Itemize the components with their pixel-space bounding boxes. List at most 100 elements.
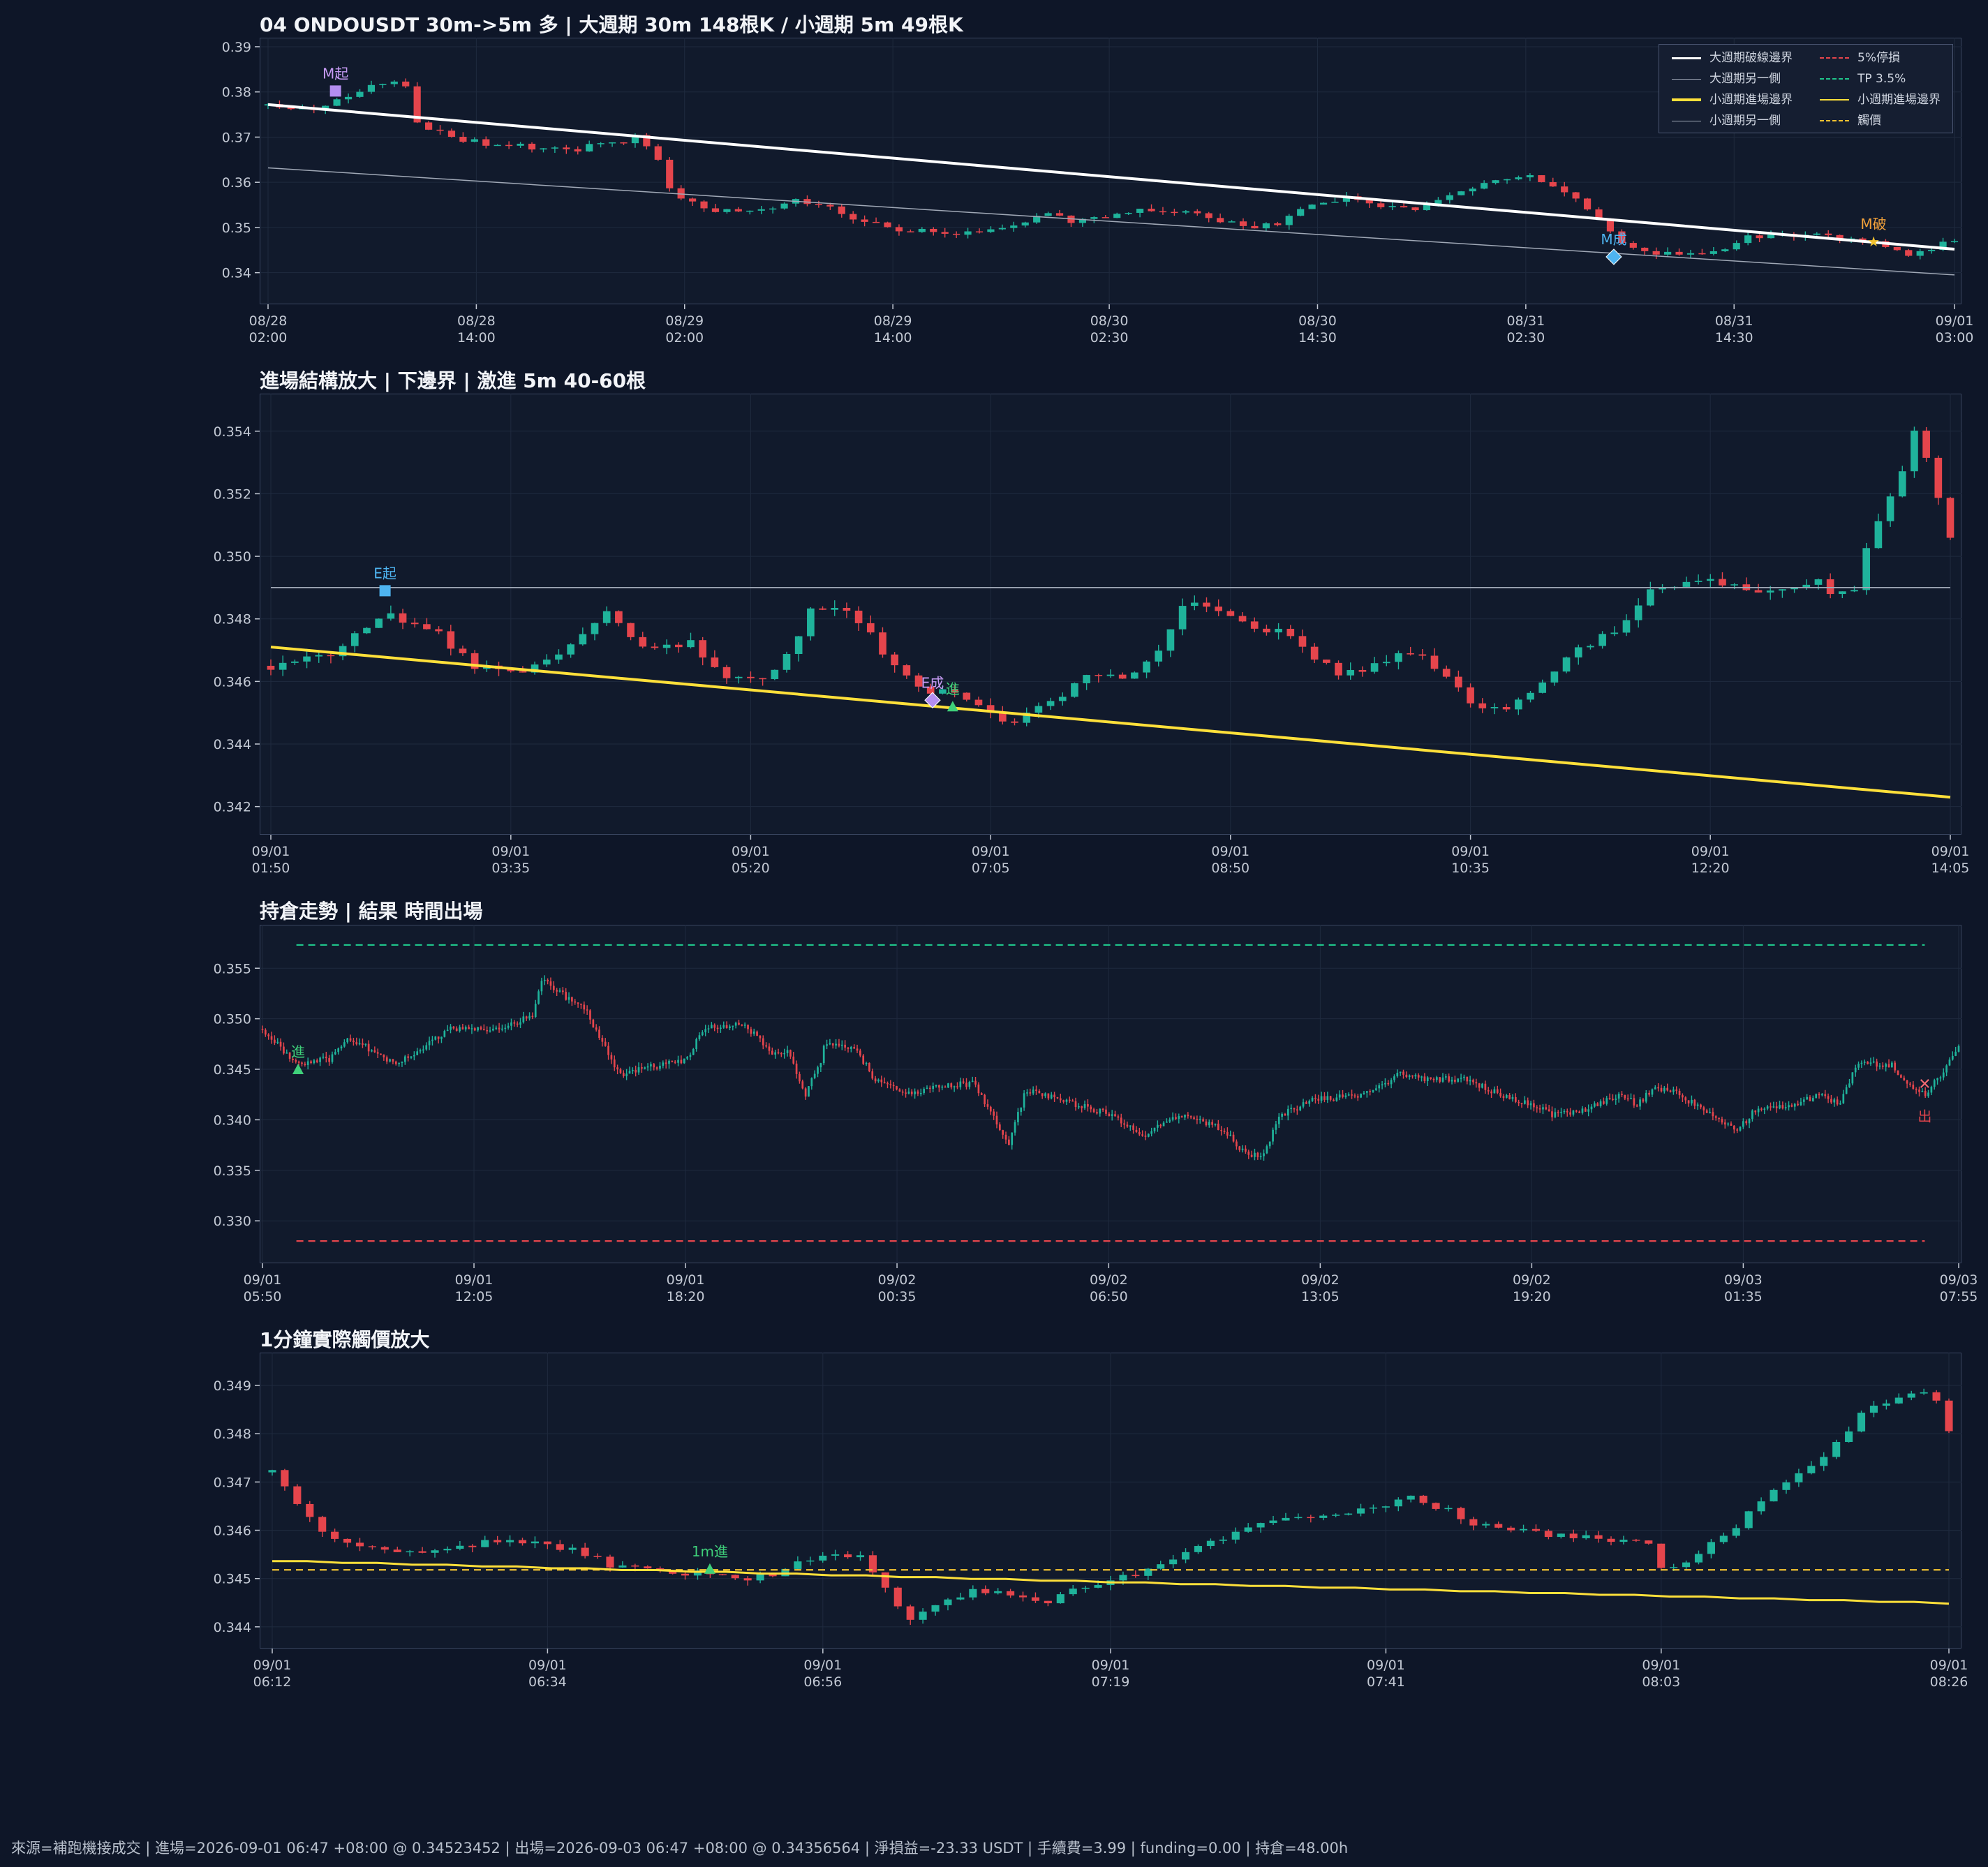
- candle-body: [1757, 1108, 1760, 1113]
- candle-body: [865, 1062, 868, 1064]
- candle-body: [565, 992, 568, 1000]
- candle-body: [528, 1016, 531, 1019]
- candle-body: [698, 1035, 701, 1039]
- candle-body: [401, 1062, 403, 1064]
- candle-body: [1581, 1108, 1584, 1113]
- candle-body: [574, 1001, 577, 1003]
- candle-body: [747, 1025, 749, 1029]
- candle-body: [947, 1083, 949, 1088]
- candle-body: [1370, 663, 1379, 672]
- candle-body: [1035, 1089, 1037, 1091]
- candle-body: [729, 1026, 731, 1028]
- candle-body: [964, 231, 972, 235]
- candle-body: [722, 667, 731, 678]
- candle-body: [1369, 1091, 1372, 1092]
- candle-body: [627, 623, 635, 637]
- candle-body: [666, 159, 674, 188]
- candle-body: [750, 1029, 752, 1034]
- candle-body: [935, 1085, 937, 1087]
- candle-body: [1250, 621, 1259, 629]
- candle-body: [1770, 1489, 1778, 1502]
- candle-body: [1550, 671, 1559, 683]
- candle-body: [681, 1573, 690, 1576]
- candle-body: [1101, 217, 1109, 218]
- candle-body: [1848, 1083, 1850, 1087]
- candle-body: [316, 1060, 318, 1062]
- candle-body: [1286, 1108, 1289, 1116]
- candle-body: [1008, 1139, 1010, 1145]
- candle-body: [892, 1085, 895, 1087]
- candle-body: [732, 1025, 734, 1027]
- candle-body: [819, 1555, 827, 1561]
- x-tick-label: 08/31 02:30: [1506, 313, 1545, 345]
- candle-body: [872, 221, 880, 223]
- candle-body: [1245, 1148, 1247, 1152]
- candle-body: [1296, 1109, 1298, 1110]
- candle-body: [931, 1605, 940, 1612]
- candle-body: [1365, 200, 1373, 204]
- candle-body: [410, 623, 419, 625]
- candle-body: [1527, 692, 1534, 700]
- x-tick-label: 09/01 03:35: [491, 844, 530, 876]
- candle-body: [540, 981, 543, 992]
- candle-body: [1706, 579, 1714, 581]
- candle-body: [1490, 1091, 1492, 1094]
- candles: [268, 1388, 1953, 1626]
- candle-body: [1344, 1513, 1353, 1515]
- annotation-marker: [292, 1064, 304, 1075]
- candle-body: [1807, 1466, 1816, 1473]
- candle-body: [689, 198, 697, 202]
- candle-body: [303, 656, 311, 662]
- candle-body: [1730, 1123, 1733, 1126]
- candle-body: [1744, 1511, 1753, 1528]
- candle-body: [759, 678, 766, 680]
- annotation-label: M成: [1601, 231, 1626, 248]
- candle-body: [1922, 430, 1930, 458]
- candle-body: [1907, 1393, 1915, 1398]
- candle-body: [285, 1052, 288, 1054]
- candle-body: [1169, 1120, 1171, 1122]
- candle-body: [1742, 1121, 1744, 1127]
- candle-body: [393, 1549, 401, 1552]
- candle-body: [974, 699, 983, 706]
- legend-entry: TP 3.5%: [1820, 71, 1906, 87]
- legend-label: 小週期另一側: [1709, 114, 1781, 128]
- candle-body: [907, 1091, 910, 1094]
- candle-body: [637, 1067, 640, 1073]
- candle-body: [683, 1058, 685, 1064]
- y-tick-label: 0.348: [214, 1427, 251, 1442]
- y-tick-label: 0.350: [214, 1012, 251, 1027]
- candle-body: [291, 661, 299, 663]
- candle-body: [1118, 674, 1127, 679]
- candle-body: [1381, 1084, 1384, 1086]
- candle-body: [264, 1029, 267, 1035]
- candle-body: [725, 1025, 728, 1028]
- candle-body: [1587, 646, 1594, 648]
- candle-body: [1544, 1531, 1552, 1538]
- candle-body: [1603, 1101, 1605, 1104]
- candle-body: [501, 1028, 503, 1030]
- candle-body: [861, 219, 868, 222]
- chart-2: 0.342 0.344 0.346 0.348 0.350 0.352 0.354 09/01…: [214, 394, 1969, 876]
- candle-body: [1886, 496, 1894, 521]
- candle-body: [631, 1069, 634, 1071]
- candle-body: [504, 1027, 507, 1029]
- candle-body: [628, 1071, 631, 1074]
- candle-body: [422, 1049, 424, 1051]
- candle-body: [929, 1087, 931, 1089]
- candle-body: [939, 689, 947, 694]
- candle-body: [1732, 1528, 1740, 1536]
- candle-body: [1942, 1072, 1945, 1078]
- candle-body: [608, 142, 616, 144]
- candle-body: [1874, 521, 1883, 549]
- candle-body: [1358, 669, 1367, 672]
- candle-body: [1607, 1538, 1615, 1542]
- candle-body: [1320, 1096, 1323, 1101]
- candle-body: [1157, 1564, 1165, 1569]
- candle-body: [1754, 1110, 1757, 1113]
- candle-body: [1872, 1061, 1875, 1063]
- candle-body: [440, 1036, 443, 1039]
- candle-body: [1099, 1108, 1101, 1114]
- candle-body: [1356, 1508, 1365, 1514]
- legend-entry: 小週期進場邊界: [1820, 92, 1941, 107]
